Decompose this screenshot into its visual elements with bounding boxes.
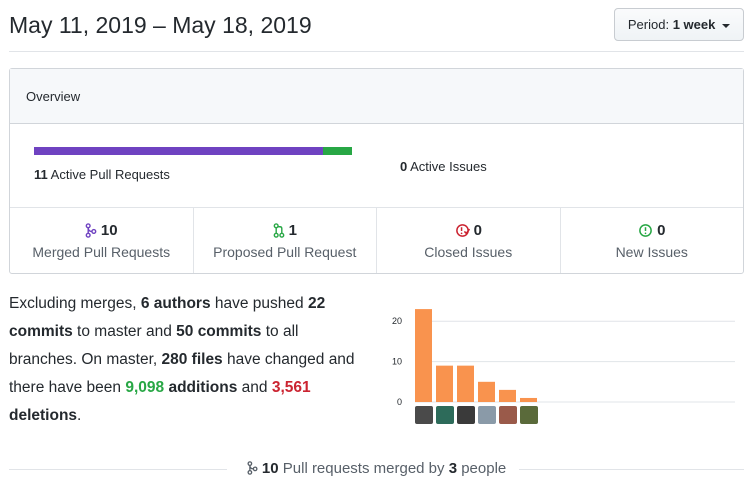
active-prs-label: Active Pull Requests (50, 167, 170, 182)
summary-text: have pushed (210, 295, 308, 312)
divider-line-right (519, 469, 744, 470)
commit-bar-5[interactable] (499, 389, 516, 402)
git-merge-icon (85, 223, 97, 238)
avatar[interactable] (415, 406, 433, 424)
divider-line-left (9, 469, 227, 470)
deletions-word: deletions (9, 407, 78, 424)
summary-text: and (237, 379, 272, 396)
footer-text: Pull requests merged by (278, 460, 449, 477)
period-select-button[interactable]: Period: 1 week (613, 8, 744, 41)
commit-bar-2[interactable] (436, 365, 453, 402)
commit-bar-6[interactable] (520, 397, 537, 402)
commit-bar-1[interactable] (415, 309, 432, 402)
y-tick-label: 20 (392, 316, 402, 326)
stat-closed-issues[interactable]: 0 Closed Issues (377, 208, 561, 273)
y-tick-label: 0 (397, 397, 402, 406)
new-issues-count: 0 (657, 222, 666, 239)
closed-issues-label: Closed Issues (424, 244, 513, 260)
active-issues-count: 0 (400, 159, 408, 174)
new-issues-label: New Issues (615, 244, 688, 260)
authors-count: 6 authors (140, 295, 211, 312)
people-count: 3 (448, 460, 458, 477)
merged-prs-label: Merged Pull Requests (32, 244, 171, 260)
overview-summary: 11 Active Pull Requests 0 Active Issues (10, 124, 743, 208)
issue-closed-icon (455, 224, 470, 237)
stat-new-issues[interactable]: 0 New Issues (561, 208, 744, 273)
git-pull-request-icon (273, 223, 284, 238)
y-tick-label: 10 (392, 357, 402, 367)
additions-word: additions (164, 379, 238, 396)
merged-prs-count: 10 (100, 222, 118, 239)
commit-summary: Excluding merges, 6 authors have pushed … (9, 290, 364, 430)
files-changed-count: 280 files (161, 351, 223, 368)
summary-text: Excluding merges, (9, 295, 141, 312)
additions-count: 9,098 (125, 379, 165, 396)
period-value: 1 week (672, 17, 716, 32)
avatar[interactable] (457, 406, 475, 424)
proposed-prs-count: 1 (288, 222, 297, 239)
overview-stats: 10 Merged Pull Requests 1 Proposed Pull … (10, 208, 743, 273)
deletions-count: 3,561 (271, 379, 311, 396)
commits-chart-svg: 0 10 20 (392, 309, 735, 406)
page-header: May 11, 2019 – May 18, 2019 Period: 1 we… (9, 0, 744, 52)
footer-text: people (457, 460, 507, 477)
avatar[interactable] (499, 406, 517, 424)
merged-pr-segment (34, 147, 324, 155)
date-range-title: May 11, 2019 – May 18, 2019 (9, 12, 312, 38)
proposed-prs-label: Proposed Pull Request (213, 244, 357, 260)
commit-bar-4[interactable] (478, 381, 495, 402)
merged-prs-summary: 10 Pull requests merged by 3 people (9, 460, 744, 477)
overview-panel: Overview 11 Active Pull Requests 0 Activ… (9, 68, 744, 274)
avatar[interactable] (478, 406, 496, 424)
author-avatars (415, 406, 538, 424)
period-label: Period: (627, 17, 670, 32)
master-commits-count: 22 commits (9, 295, 326, 340)
issue-opened-icon (639, 224, 652, 237)
merged-prs-footer-count: 10 (261, 460, 279, 477)
stat-merged-pull-requests[interactable]: 10 Merged Pull Requests (10, 208, 194, 273)
active-pull-requests-link[interactable]: 11 Active Pull Requests (34, 167, 170, 182)
active-issues-link[interactable]: 0 Active Issues (400, 159, 487, 174)
caret-down-icon (722, 23, 730, 28)
avatar[interactable] (436, 406, 454, 424)
all-branch-commits-count: 50 commits (176, 323, 262, 340)
commits-by-author-chart: 0 10 20 (390, 296, 740, 428)
active-issues-label: Active Issues (410, 159, 487, 174)
open-pr-segment (323, 147, 352, 155)
overview-title: Overview (10, 69, 743, 124)
commit-bar-3[interactable] (457, 365, 474, 402)
summary-text: to master and (72, 323, 177, 340)
avatar[interactable] (520, 406, 538, 424)
active-prs-count: 11 (34, 167, 48, 182)
summary-text: . (77, 407, 82, 424)
merged-prs-divider: 10 Pull requests merged by 3 people (9, 458, 744, 480)
summary-text: to all branches. On master, (9, 323, 299, 368)
git-merge-icon (247, 461, 258, 475)
pull-request-progress-bar (34, 147, 352, 155)
stat-proposed-pull-requests[interactable]: 1 Proposed Pull Request (194, 208, 377, 273)
summary-text: have changed and there have been (9, 351, 355, 396)
closed-issues-count: 0 (473, 222, 482, 239)
